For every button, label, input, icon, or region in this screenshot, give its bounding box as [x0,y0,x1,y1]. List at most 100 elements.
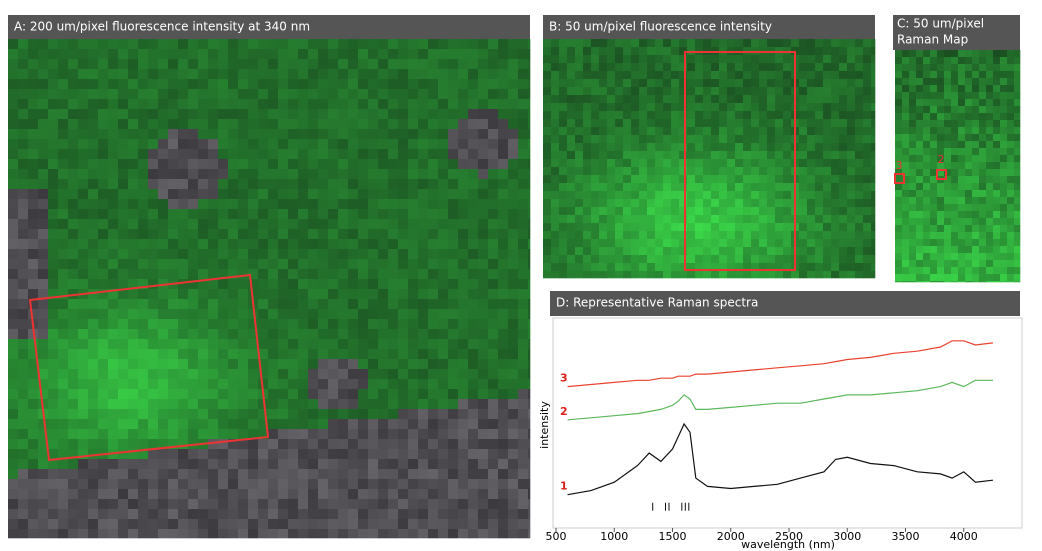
image-pixel [148,119,158,129]
image-pixel [318,199,328,209]
image-pixel [639,135,647,143]
image-pixel [228,509,238,519]
x-tick-label: 3500 [892,530,920,543]
image-pixel [559,191,567,199]
image-pixel [599,63,607,71]
image-pixel [248,199,258,209]
image-pixel [148,289,158,299]
image-pixel [178,259,188,269]
image-pixel [735,231,743,239]
image-pixel [128,109,138,119]
image-pixel [518,109,528,119]
image-pixel [743,87,751,95]
image-pixel [368,519,378,529]
image-pixel [178,59,188,69]
image-pixel [228,329,238,339]
image-pixel [944,71,951,78]
image-pixel [18,269,28,279]
image-pixel [807,167,815,175]
image-pixel [358,229,368,239]
image-pixel [408,159,418,169]
image-pixel [599,87,607,95]
image-pixel [318,69,328,79]
image-pixel [308,339,318,349]
image-pixel [138,219,148,229]
image-pixel [599,231,607,239]
image-pixel [108,489,118,499]
image-pixel [258,69,268,79]
image-pixel [188,309,198,319]
image-pixel [902,85,909,92]
image-pixel [631,135,639,143]
image-pixel [138,229,148,239]
image-pixel [418,429,428,439]
image-pixel [655,47,663,55]
image-pixel [228,419,238,429]
image-pixel [528,49,530,59]
image-pixel [328,299,338,309]
image-pixel [338,529,348,538]
image-pixel [679,95,687,103]
image-pixel [599,247,607,255]
image-pixel [208,39,218,49]
image-pixel [58,259,68,269]
image-pixel [930,127,937,134]
image-pixel [228,249,238,259]
image-pixel [923,169,930,176]
image-pixel [687,143,695,151]
image-pixel [28,199,38,209]
image-pixel [58,199,68,209]
image-pixel [318,169,328,179]
image-pixel [498,189,508,199]
image-pixel [671,199,679,207]
image-pixel [258,339,268,349]
image-pixel [378,429,388,439]
image-pixel [268,409,278,419]
image-pixel [388,369,398,379]
image-pixel [158,499,168,509]
image-pixel [268,139,278,149]
image-pixel [388,519,398,529]
image-pixel [559,255,567,263]
image-pixel [148,309,158,319]
image-pixel [599,223,607,231]
x-tick-label: 2000 [717,530,745,543]
image-pixel [378,159,388,169]
image-pixel [508,489,518,499]
image-pixel [428,159,438,169]
image-pixel [178,389,188,399]
image-pixel [208,139,218,149]
image-pixel [258,529,268,538]
image-pixel [18,229,28,239]
image-pixel [138,329,148,339]
image-pixel [398,129,408,139]
image-pixel [278,499,288,509]
image-pixel [98,469,108,479]
image-pixel [711,247,719,255]
image-pixel [408,509,418,519]
image-pixel [591,47,599,55]
image-pixel [438,209,448,219]
image-pixel [278,309,288,319]
image-pixel [583,119,591,127]
image-pixel [318,349,328,359]
image-pixel [218,469,228,479]
image-pixel [218,339,228,349]
image-pixel [108,439,118,449]
image-pixel [408,319,418,329]
image-pixel [438,369,448,379]
image-pixel [815,183,823,191]
image-pixel [18,69,28,79]
image-pixel [188,239,198,249]
image-pixel [951,281,958,282]
image-pixel [438,399,448,409]
image-pixel [28,179,38,189]
image-pixel [916,134,923,141]
image-pixel [108,519,118,529]
image-pixel [348,149,358,159]
image-pixel [909,211,916,218]
image-pixel [923,253,930,260]
image-pixel [128,89,138,99]
image-pixel [348,159,358,169]
image-pixel [418,269,428,279]
